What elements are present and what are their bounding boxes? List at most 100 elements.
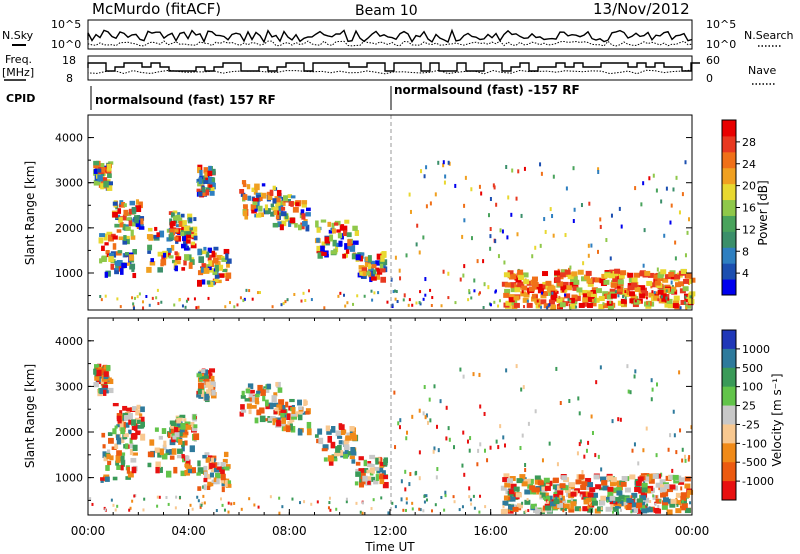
echo-cell [174,426,179,433]
echo-cell [379,268,386,273]
echo-cell [526,302,533,308]
echo-cell [669,474,676,480]
echo-cell [591,430,594,435]
echo-cell [611,282,618,288]
echo-cell [379,478,385,485]
colorbar-swatch [722,231,736,248]
echo-cell [166,247,172,253]
echo-cell [544,283,551,289]
echo-cell [208,165,212,171]
echo-cell [534,506,537,510]
echo-cell [129,263,136,270]
echo-cell [373,291,376,295]
echo-cell [394,445,397,450]
echo-cell [565,289,568,293]
echo-cell [266,383,271,390]
echo-cell [133,296,136,300]
echo-cell [246,403,252,409]
echo-cell [258,291,261,295]
echo-cell [181,456,186,463]
echo-cell [391,303,394,307]
echo-cell [536,299,539,303]
echo-cell [104,242,109,246]
echo-cell [197,460,201,467]
echo-cell [675,508,682,514]
echo-cell [93,168,98,174]
echo-cell [629,390,632,395]
echo-cell [158,435,163,440]
echo-cell [125,237,130,245]
echo-cell [488,302,491,306]
echo-cell [332,228,336,234]
echo-cell [107,234,114,242]
echo-cell [361,267,368,273]
echo-cell [276,419,281,427]
echo-cell [203,465,208,471]
echo-cell [607,491,614,497]
echo-cell [679,428,682,433]
echo-cell [202,175,208,181]
echo-cell [634,369,637,374]
echo-cell [501,229,504,234]
echo-cell [535,302,538,306]
echo-cell [214,265,219,272]
echo-cell [138,416,145,423]
echo-cell [196,495,199,499]
echo-cell [434,503,437,507]
echo-cell [582,261,585,266]
echo-cell [216,466,222,470]
echo-cell [131,296,134,300]
echo-cell [570,501,577,507]
echo-cell [236,303,239,307]
echo-cell [121,436,125,444]
echo-cell [468,495,471,499]
echo-cell [442,269,445,274]
echo-cell [595,380,598,385]
echo-cell [233,305,236,309]
echo-cell [426,498,429,502]
echo-cell [670,280,673,285]
echo-cell [131,419,137,426]
echo-cell [662,277,669,283]
echo-cell [227,501,230,505]
echo-cell [107,181,113,186]
echo-cell [211,463,216,468]
echo-cell [672,303,679,309]
echo-cell [505,368,508,373]
echo-cell [280,409,287,413]
echo-cell [632,508,639,514]
echo-cell [375,474,379,481]
echo-cell [676,503,679,507]
echo-cell [301,200,308,205]
echo-cell [609,288,616,294]
cpid-segment-2: normalsound (fast) -157 RF [394,83,580,97]
echo-cell [489,196,492,201]
echo-cell [535,295,538,299]
echo-cell [257,384,263,391]
echo-cell [425,204,428,209]
echo-cell [377,268,383,275]
echo-cell [659,487,666,493]
echo-cell [275,417,281,421]
echo-cell [347,245,351,250]
colorbar-tick-label: 16 [742,202,756,215]
echo-cell [685,306,688,310]
echo-cell [153,234,160,239]
echo-cell [600,507,603,511]
colorbar-tick-label: 24 [742,158,756,171]
echo-cell [687,489,694,495]
echo-cell [371,298,374,302]
echo-cell [611,510,614,514]
echo-cell [648,478,655,484]
echo-cell [558,295,561,299]
echo-cell [163,440,167,448]
echo-cell [530,503,537,509]
echo-cell [599,224,602,229]
echo-cell [139,413,143,417]
echo-cell [508,496,511,500]
echo-cell [196,394,202,398]
echo-cell [116,424,122,428]
echo-cell [171,448,177,455]
echo-cell [486,458,489,463]
colorbar-tick-label: -500 [742,456,767,469]
